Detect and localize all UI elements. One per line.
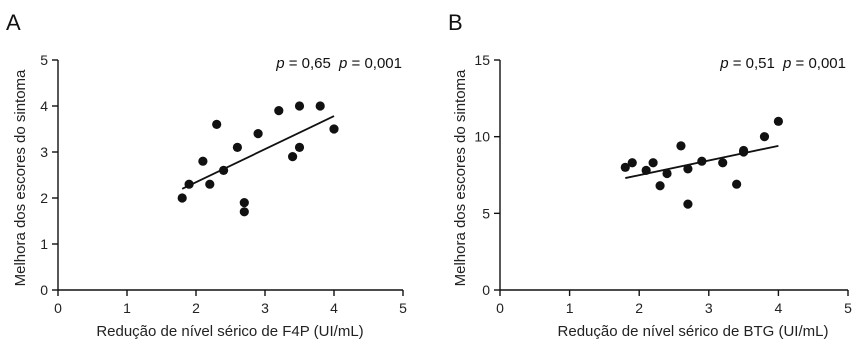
panel-b-data-point <box>739 145 749 156</box>
panel-b-y-tick-label: 10 <box>474 129 490 145</box>
panel-a-y-tick-label: 0 <box>40 282 48 298</box>
panel-b-data-point <box>676 141 686 151</box>
panel-a-y-tick-label: 2 <box>40 190 48 206</box>
panel-a-stat-1-symbol: p <box>275 55 284 72</box>
panel-a-data-point <box>219 165 229 175</box>
panel-a-x-tick-label: 2 <box>192 300 200 316</box>
panel-b-x-tick-label: 0 <box>496 300 504 316</box>
panel-b-x-tick-label: 4 <box>775 300 783 316</box>
panel-b-y-tick-label: 5 <box>482 205 490 221</box>
panel-b-plot: 0 5 10 15 0 1 2 3 4 5 <box>474 52 852 316</box>
panel-a: A Melhora dos escores do sintoma Redução… <box>6 10 407 340</box>
panel-a-data-point <box>232 142 242 152</box>
panel-b-data-point <box>627 158 637 168</box>
panel-a-data-point <box>274 106 284 116</box>
panel-a-trendline <box>181 115 335 190</box>
panel-a-y-tick-label: 3 <box>40 144 48 160</box>
panel-a-x-tick-label: 5 <box>399 300 407 316</box>
panel-a-data-point <box>294 142 305 152</box>
panel-a-data-point <box>294 101 305 111</box>
panel-a-x-tick-label: 0 <box>54 300 62 316</box>
panel-b-data-point <box>718 158 728 168</box>
panel-b-stat-2-symbol: p <box>782 55 791 72</box>
panel-a-data-point <box>315 101 325 111</box>
panel-b-data-point <box>683 199 693 209</box>
panel-b-data-point <box>655 181 665 191</box>
panel-a-data-point <box>177 193 187 203</box>
panel-a-letter: A <box>6 10 21 35</box>
panel-a-data-point <box>198 156 208 166</box>
panel-b-data-point <box>697 156 707 166</box>
panel-b-data-point <box>620 162 630 172</box>
panel-a-stat-2-value: = 0,001 <box>352 55 402 72</box>
panel-a-y-tick-label: 1 <box>40 236 48 252</box>
panel-a-stats: p = 0,65 p = 0,001 <box>275 55 402 72</box>
panel-b-stat-1-value: = 0,51 <box>733 55 775 72</box>
panel-b-stat-2-value: = 0,001 <box>796 55 846 72</box>
panel-a-data-point <box>253 129 263 139</box>
panel-a-x-tick-label: 4 <box>330 300 338 316</box>
panel-b-data-point <box>641 165 651 175</box>
panel-b-data-point <box>683 164 693 174</box>
panel-a-data-point <box>239 207 249 217</box>
panel-b-x-tick-label: 2 <box>635 300 643 316</box>
panel-b-data-point <box>732 179 742 189</box>
panel-b-stat-1-symbol: p <box>719 55 728 72</box>
panel-a-x-tick-label: 3 <box>261 300 269 316</box>
panel-a-y-tick-label: 4 <box>40 98 48 114</box>
panel-a-data-point <box>329 124 339 134</box>
panel-a-stat-2-symbol: p <box>338 55 347 72</box>
panel-b: B Melhora dos escores do sintoma Redução… <box>448 10 852 340</box>
panel-b-y-tick-label: 15 <box>474 52 490 68</box>
panel-b-data-point <box>662 168 672 179</box>
panel-b-stats: p = 0,51 p = 0,001 <box>719 55 846 72</box>
panel-b-x-axis-title: Redução de nível sérico de BTG (UI/mL) <box>558 323 829 340</box>
panel-b-x-tick-label: 3 <box>705 300 713 316</box>
panel-a-x-tick-label: 1 <box>123 300 131 316</box>
panel-a-data-point <box>184 179 194 189</box>
panel-b-x-tick-label: 1 <box>566 300 574 316</box>
panel-b-x-tick-label: 5 <box>844 300 852 316</box>
panel-a-data-point <box>212 119 222 129</box>
panel-a-y-axis-title: Melhora dos escores do sintoma <box>12 69 29 286</box>
panel-b-data-point <box>759 132 770 142</box>
panel-b-letter: B <box>448 10 463 35</box>
panel-a-data-point <box>205 179 215 189</box>
panel-a-plot: 0 1 2 3 4 5 0 1 2 3 4 5 <box>40 52 407 316</box>
panel-a-data-point <box>239 198 249 208</box>
panel-b-data-point <box>648 158 658 168</box>
panel-a-data-point <box>288 152 298 162</box>
panel-a-y-tick-label: 5 <box>40 52 48 68</box>
panel-a-stat-1-value: = 0,65 <box>289 55 331 72</box>
panel-b-y-tick-label: 0 <box>482 282 490 298</box>
panel-a-x-axis-title: Redução de nível sérico de F4P (UI/mL) <box>96 323 363 340</box>
panel-b-data-point <box>773 116 784 126</box>
panel-b-y-axis-title: Melhora dos escores do sintoma <box>452 69 469 286</box>
